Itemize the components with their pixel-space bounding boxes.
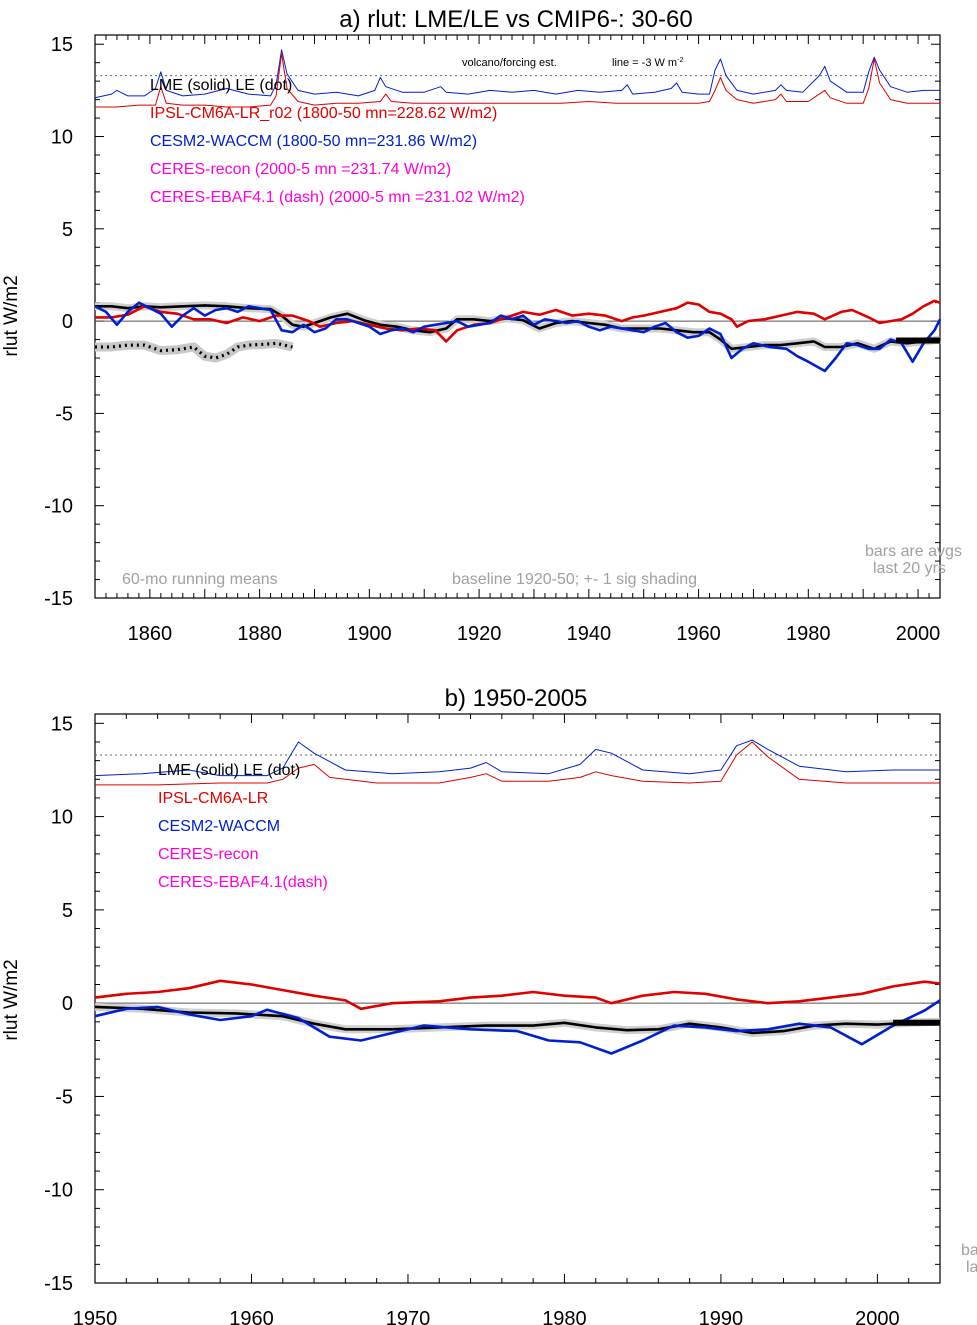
x-tick-label: 1860 bbox=[128, 623, 173, 645]
panel-b-frame bbox=[94, 713, 941, 1284]
y-tick-label: 0 bbox=[62, 993, 73, 1015]
series-line-lme-forcing bbox=[94, 49, 940, 99]
legend-ceres-ebaf: CERES-EBAF4.1 (dash) (2000-5 mn =231.02 … bbox=[150, 189, 525, 206]
series-line-lme bbox=[95, 304, 941, 351]
legend-ipsl: IPSL-CM6A-LR_r02 (1800-50 mn=228.62 W/m2… bbox=[150, 105, 497, 122]
x-tick-label: 2000 bbox=[855, 1308, 900, 1325]
series-line-le-forcing bbox=[95, 53, 940, 108]
running-mean-label: 60-mo running means bbox=[122, 571, 278, 588]
x-tick-label: 1940 bbox=[567, 623, 612, 645]
series-line-cesm2-waccm bbox=[94, 999, 941, 1055]
y-tick-label: -5 bbox=[55, 1086, 73, 1108]
x-tick-label: 1900 bbox=[347, 623, 392, 645]
panel-a-ylabel: rlut W/m2 bbox=[1, 275, 22, 356]
panel-b-ylabel: rlut W/m2 bbox=[1, 959, 22, 1040]
y-tick-label: 5 bbox=[62, 219, 73, 241]
series-line-ipsl-cm6a-lr bbox=[94, 979, 941, 1011]
line-note-label: line = -3 W m-2 bbox=[612, 57, 683, 69]
legend-ipsl: IPSL-CM6A-LR bbox=[158, 790, 268, 807]
y-tick-label: 15 bbox=[51, 713, 73, 735]
panel-b-legend: LME (solid) LE (dot) IPSL-CM6A-LR CESM2-… bbox=[158, 762, 328, 891]
legend-cesm2: CESM2-WACCM bbox=[158, 818, 280, 835]
legend-lme-le: LME (solid) LE (dot) bbox=[150, 77, 292, 94]
y-tick-label: 5 bbox=[62, 900, 73, 922]
y-tick-label: 0 bbox=[62, 311, 73, 333]
x-tick-label: 1980 bbox=[786, 623, 831, 645]
x-tick-label: 1990 bbox=[699, 1308, 744, 1325]
y-tick-label: 10 bbox=[51, 807, 73, 829]
panel-a-legend: LME (solid) LE (dot) IPSL-CM6A-LR_r02 (1… bbox=[150, 77, 525, 206]
volcano-label: volcano/forcing est. bbox=[462, 57, 557, 69]
legend-cesm2: CESM2-WACCM (1800-50 mn=231.86 W/m2) bbox=[150, 133, 477, 150]
x-tick-label: 1960 bbox=[229, 1308, 274, 1325]
y-tick-label: -15 bbox=[44, 1273, 73, 1295]
x-tick-label: 1960 bbox=[676, 623, 721, 645]
bars-label-line1: ba bbox=[961, 1242, 977, 1259]
x-tick-label: 1980 bbox=[542, 1308, 587, 1325]
bars-label-line2: la bbox=[966, 1259, 977, 1276]
y-tick-label: 10 bbox=[51, 127, 73, 149]
y-tick-label: -5 bbox=[55, 403, 73, 425]
x-tick-label: 1950 bbox=[73, 1308, 118, 1325]
panel-a-title: a) rlut: LME/LE vs CMIP6-: 30-60 bbox=[339, 6, 692, 33]
series-line-le bbox=[95, 341, 293, 360]
baseline-label: baseline 1920-50; +- 1 sig shading bbox=[452, 571, 697, 588]
bars-label-line1: bars are avgs bbox=[865, 543, 962, 560]
x-tick-label: 2000 bbox=[896, 623, 941, 645]
panel-a: 15 10 5 0 -5 -10 -15 1860 1880 1900 1920 1940 1960 19… bbox=[1, 6, 962, 645]
x-tick-label: 1880 bbox=[237, 623, 282, 645]
legend-ceres-ebaf: CERES-EBAF4.1(dash) bbox=[158, 874, 328, 891]
series-line-le-forcing bbox=[95, 741, 940, 786]
y-tick-label: -10 bbox=[44, 1180, 73, 1202]
x-tick-label: 1970 bbox=[386, 1308, 431, 1325]
series-line-ipsl-cm6a-lr-r02 bbox=[95, 299, 941, 343]
line-note-text: line = -3 W m bbox=[612, 57, 677, 69]
bars-label-line2: last 20 yrs bbox=[873, 560, 946, 577]
x-tick-label: 1920 bbox=[457, 623, 502, 645]
legend-ceres-recon: CERES-recon bbox=[158, 846, 258, 863]
legend-ceres-recon: CERES-recon (2000-5 mn =231.74 W/m2) bbox=[150, 161, 451, 178]
y-tick-label: 15 bbox=[51, 34, 73, 56]
y-tick-label: -15 bbox=[44, 588, 73, 610]
panel-b-title: b) 1950-2005 bbox=[445, 685, 588, 712]
series-line-lme-forcing bbox=[94, 739, 940, 777]
legend-lme-le: LME (solid) LE (dot) bbox=[158, 762, 300, 779]
panel-a-plot-area: 15 10 5 0 -5 -10 -15 1860 1880 1900 1920 1940 1960 19… bbox=[44, 34, 942, 645]
line-note-sup: -2 bbox=[677, 57, 683, 64]
y-tick-label: -10 bbox=[44, 496, 73, 518]
series-line-cesm2-waccm bbox=[94, 301, 942, 373]
